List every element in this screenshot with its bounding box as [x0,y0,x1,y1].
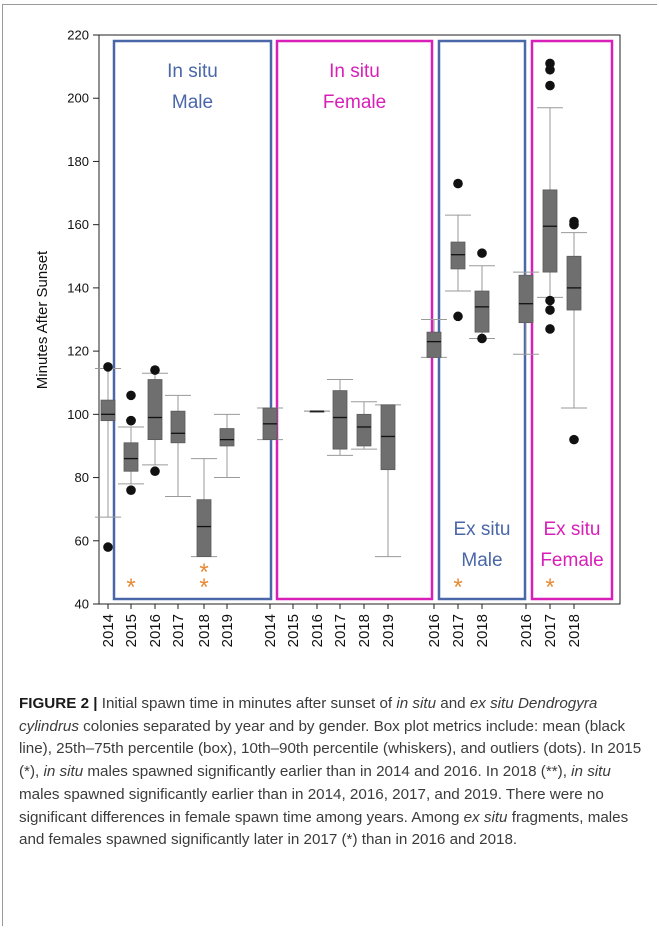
outlier-dot [569,219,579,230]
x-tick-label: 2018 [196,614,213,647]
iqr-box [219,428,235,447]
outlier-dot [150,365,160,375]
y-tick-label: 160 [67,217,89,232]
outlier-dot [569,434,579,445]
iqr-box [356,413,372,447]
caption-italic-text: in situ [396,695,437,712]
y-tick-label: 220 [67,28,89,43]
panel-label: Male [461,550,502,571]
panel-label: Female [323,92,386,113]
x-tick-label: 2014 [262,614,279,647]
figure-caption: FIGURE 2 | Initial spawn time in minutes… [19,693,643,852]
significance-asterisk: * [453,574,462,601]
caption-italic-text: Dendrogyra cylindrus [19,695,598,735]
x-tick-label: 2016 [426,614,443,647]
outlier-dot [545,64,555,75]
caption-text: fragments, males and females spawned sig… [19,808,629,849]
panel-label: Ex situ [453,519,510,540]
outlier-dot [477,333,487,344]
outlier-dot [545,324,555,334]
caption-text: colonies separated by year and by gender… [19,717,642,781]
iqr-box [147,379,163,441]
caption-italic-text: in situ [43,763,84,781]
significance-asterisk: * [199,559,208,586]
caption-italic-text: ex situ [469,695,514,712]
iqr-box [380,404,396,471]
x-tick-label: 2014 [100,614,117,647]
iqr-box [542,189,558,273]
outlier-dot [126,485,136,496]
y-axis-label: Minutes After Sunset [34,250,51,389]
plot-area-frame [98,34,621,605]
x-tick-label: 2015 [285,614,302,647]
outlier-dot [126,415,136,426]
x-tick-label: 2018 [474,614,491,647]
significance-asterisk: * [199,574,208,601]
iqr-box [100,399,116,422]
caption-figure-label: FIGURE 2 | [19,695,98,712]
iqr-box [566,255,582,311]
caption-italic-text: ex situ [463,808,508,826]
y-tick-label: 40 [75,597,89,612]
figure-frame [2,4,657,926]
outlier-dot [477,248,487,258]
panel-label: Female [540,550,603,571]
y-tick-label: 60 [75,533,89,548]
panel-label: In situ [167,61,218,82]
x-tick-label: 2019 [380,614,397,647]
y-tick-label: 120 [67,344,89,359]
iqr-box [123,442,139,472]
outlier-dot [150,466,160,477]
panel-label: Male [172,92,213,113]
x-tick-label: 2017 [542,614,559,647]
panel-frame [275,39,434,601]
x-tick-label: 2016 [309,614,326,647]
caption-text: Initial spawn time in minutes after suns… [97,695,397,712]
x-tick-label: 2016 [147,614,164,647]
y-tick-label: 80 [75,470,89,485]
iqr-box [450,241,466,270]
panel-label: In situ [329,61,380,82]
y-tick-label: 200 [67,91,89,106]
x-tick-label: 2015 [123,614,140,647]
iqr-box [426,331,442,358]
x-tick-label: 2016 [518,614,535,647]
panel-frame [112,39,273,601]
caption-text: males spawned significantly earlier than… [83,763,572,781]
outlier-dot [545,305,555,315]
iqr-box [332,390,348,450]
outlier-dot [545,295,555,306]
box-plot-chart: 40 60 80 100 120 140 160 180 200 220 Minutes After… [34,28,621,647]
iqr-box [474,290,490,333]
significance-asterisk: * [126,574,135,601]
x-tick-label: 2017 [170,614,187,647]
outlier-dot [103,362,113,372]
panel-frame [530,39,614,601]
outlier-dot [453,178,463,189]
outlier-dot [126,390,136,401]
y-tick-label: 180 [67,154,89,169]
y-tick-label: 100 [67,407,89,422]
iqr-box [170,410,186,444]
outlier-dot [103,542,113,552]
iqr-box [518,274,534,324]
y-tick-label: 140 [67,280,89,295]
panel-label: Ex situ [543,519,600,540]
iqr-box [196,499,212,557]
caption-text: and [436,695,470,712]
x-tick-label: 2017 [450,614,467,647]
x-tick-label: 2018 [356,614,373,647]
outlier-dot [545,80,555,91]
caption-text: males spawned significantly earlier than… [19,785,604,826]
x-tick-label: 2018 [566,614,583,647]
x-tick-label: 2019 [219,614,236,647]
outlier-dot [453,311,463,322]
caption-italic-text: in situ [571,763,611,781]
x-tick-label: 2017 [332,614,349,647]
significance-asterisk: * [545,574,554,601]
